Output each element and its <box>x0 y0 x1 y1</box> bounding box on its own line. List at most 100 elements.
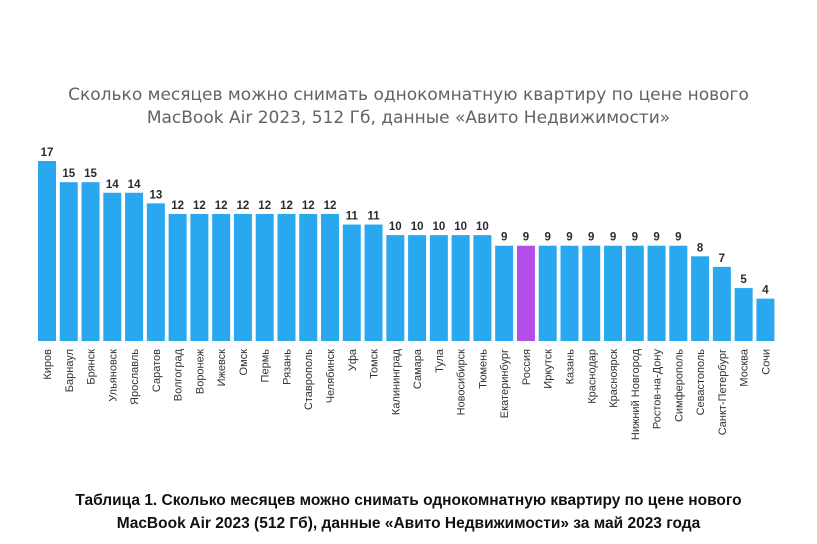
category-label-22: Екатеринбург <box>499 349 511 418</box>
value-label-4: 14 <box>106 179 119 191</box>
value-label-31: 8 <box>697 242 704 254</box>
bar-26 <box>582 245 601 341</box>
value-label-10: 12 <box>237 200 250 212</box>
bar-4 <box>103 192 122 341</box>
caption-line-2: MacBook Air 2023 (512 Гб), данные «Авито… <box>116 515 701 532</box>
bar-20 <box>451 235 470 341</box>
value-label-7: 12 <box>171 200 184 212</box>
bar-7 <box>168 213 187 341</box>
value-label-11: 12 <box>258 200 271 212</box>
category-label-33: Москва <box>739 348 751 386</box>
bar-27 <box>604 245 623 341</box>
bar-21 <box>473 235 492 341</box>
bar-25 <box>560 245 579 341</box>
bar-16 <box>364 224 383 341</box>
category-label-25: Казань <box>564 349 576 385</box>
category-label-3: Брянск <box>86 349 98 385</box>
value-label-29: 9 <box>653 232 659 244</box>
bar-6 <box>146 203 165 341</box>
category-label-19: Тула <box>434 348 446 373</box>
bar-10 <box>233 213 252 341</box>
bar-11 <box>255 213 274 341</box>
category-label-23: Россия <box>521 349 533 385</box>
category-label-13: Ставрополь <box>303 349 315 410</box>
bar-28 <box>625 245 644 341</box>
chart-title-line-1: Сколько месяцев можно снимать однокомнат… <box>68 85 749 105</box>
bar-34 <box>756 298 775 341</box>
value-label-23: 9 <box>523 232 529 244</box>
value-label-24: 9 <box>545 232 551 244</box>
category-label-12: Рязань <box>281 349 293 385</box>
value-label-33: 5 <box>740 274 747 286</box>
value-label-25: 9 <box>566 232 572 244</box>
bar-29 <box>647 245 666 341</box>
value-label-20: 10 <box>454 221 467 233</box>
bar-17 <box>386 235 405 341</box>
bar-1 <box>38 161 56 341</box>
value-label-16: 11 <box>367 211 380 223</box>
category-label-1: Киров <box>42 349 54 380</box>
category-label-31: Севастополь <box>695 349 707 416</box>
category-label-17: Калининград <box>390 348 402 415</box>
bar-2 <box>59 182 78 341</box>
chart-title: Сколько месяцев можно снимать однокомнат… <box>0 84 817 130</box>
bar-31 <box>691 256 710 341</box>
category-label-15: Уфа <box>347 348 359 371</box>
category-label-30: Симферополь <box>673 349 685 422</box>
value-label-9: 12 <box>215 200 228 212</box>
value-label-1: 17 <box>41 147 54 159</box>
value-label-30: 9 <box>675 232 681 244</box>
value-label-6: 13 <box>149 189 162 201</box>
bar-24 <box>538 245 557 341</box>
caption-line-1: Таблица 1. Сколько месяцев можно снимать… <box>75 492 742 509</box>
bar-15 <box>342 224 361 341</box>
value-label-8: 12 <box>193 200 206 212</box>
category-label-20: Новосибирск <box>456 349 468 416</box>
category-label-7: Волгоград <box>173 348 185 401</box>
bar-9 <box>212 213 231 341</box>
category-label-16: Томск <box>369 349 381 379</box>
category-label-32: Санкт-Петербург <box>717 349 729 435</box>
bar-18 <box>408 235 427 341</box>
value-label-17: 10 <box>389 221 402 233</box>
category-label-24: Иркутск <box>543 349 555 389</box>
category-label-18: Самара <box>412 348 424 389</box>
category-label-21: Тюмень <box>477 349 489 389</box>
category-label-28: Нижний Новгород <box>630 348 642 440</box>
bar-3 <box>81 182 100 341</box>
bar-19 <box>429 235 448 341</box>
category-label-10: Омск <box>238 349 250 376</box>
category-label-34: Сочи <box>760 349 772 375</box>
bar-14 <box>321 213 340 341</box>
bar-23 <box>516 245 535 341</box>
value-label-14: 12 <box>324 200 337 212</box>
bar-13 <box>299 213 318 341</box>
category-label-4: Ульяновск <box>107 349 119 402</box>
value-label-3: 15 <box>84 168 97 180</box>
table-caption: Таблица 1. Сколько месяцев можно снимать… <box>0 489 817 535</box>
category-label-14: Челябинск <box>325 349 337 403</box>
value-label-19: 10 <box>432 221 445 233</box>
bar-30 <box>669 245 688 341</box>
category-label-8: Воронеж <box>194 348 206 394</box>
category-label-5: Ярославль <box>129 349 141 405</box>
value-label-28: 9 <box>632 232 638 244</box>
value-label-32: 7 <box>719 253 725 265</box>
category-label-27: Красноярск <box>608 349 620 408</box>
category-label-9: Ижевск <box>216 349 228 387</box>
bar-5 <box>125 192 144 341</box>
category-label-29: Ростов-на-Дону <box>652 349 664 430</box>
category-label-26: Краснодар <box>586 349 598 404</box>
category-label-11: Пермь <box>260 349 272 383</box>
category-label-2: Барнаул <box>64 349 76 392</box>
value-label-34: 4 <box>762 285 769 297</box>
bar-8 <box>190 213 209 341</box>
value-label-15: 11 <box>346 211 359 223</box>
value-label-18: 10 <box>411 221 424 233</box>
value-label-12: 12 <box>280 200 293 212</box>
bar-33 <box>734 288 753 341</box>
value-label-22: 9 <box>501 232 507 244</box>
bar-32 <box>712 266 731 341</box>
value-label-5: 14 <box>128 179 141 191</box>
